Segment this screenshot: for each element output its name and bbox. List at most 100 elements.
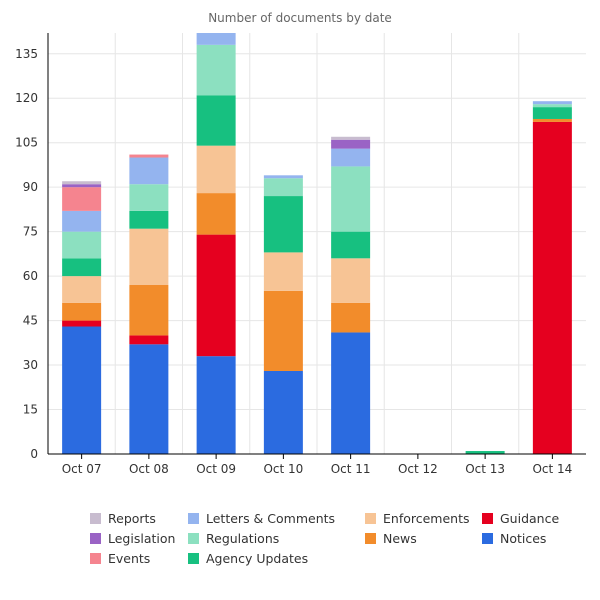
grid-lines (48, 33, 586, 454)
legend: Reports Letters & Comments Enforcements Gui… (90, 510, 560, 566)
bar-segment-enforcements[interactable] (129, 228, 169, 286)
legend-item-notices[interactable]: Notices (482, 530, 572, 546)
bar-segment-enforcements[interactable] (263, 252, 303, 291)
x-tick-label: Oct 11 (331, 462, 371, 476)
bar-segment-agency-updates[interactable] (129, 210, 169, 229)
bar-segment-agency-updates[interactable] (196, 95, 236, 146)
bar-segment-enforcements[interactable] (196, 145, 236, 194)
bar-segment-guidance[interactable] (532, 121, 572, 454)
y-tick-label: 105 (15, 136, 38, 150)
legend-item-legislation[interactable]: Legislation (90, 530, 188, 546)
bar-segment-notices[interactable] (196, 356, 236, 454)
bar-segment-news[interactable] (62, 302, 102, 321)
bar-segment-letters-comments[interactable] (532, 101, 572, 105)
legend-swatch (188, 552, 199, 564)
bar-segment-regulations[interactable] (532, 104, 572, 108)
bar-segment-letters-comments[interactable] (331, 148, 371, 167)
legend-swatch (188, 512, 199, 524)
x-tick-label: Oct 13 (465, 462, 505, 476)
x-tick-label: Oct 14 (532, 462, 572, 476)
legend-swatch (482, 532, 493, 544)
bar-segment-enforcements[interactable] (331, 258, 371, 303)
legend-item-enforcements[interactable]: Enforcements (365, 510, 482, 526)
legend-label: Notices (500, 530, 547, 546)
x-tick-label: Oct 12 (398, 462, 438, 476)
legend-item-events[interactable]: Events (90, 550, 188, 566)
legend-swatch (188, 532, 199, 544)
x-tick-label: Oct 07 (62, 462, 102, 476)
bar-segment-notices[interactable] (331, 332, 371, 454)
bar-segment-regulations[interactable] (196, 44, 236, 96)
bar-segment-legislation[interactable] (331, 139, 371, 149)
legend-swatch (90, 552, 101, 564)
legend-label: News (383, 530, 417, 546)
bar-segment-notices[interactable] (129, 344, 169, 454)
legend-item-letters-comments[interactable]: Letters & Comments (188, 510, 365, 526)
y-tick-label: 45 (23, 314, 38, 328)
y-tick-label: 90 (23, 180, 38, 194)
y-axis-ticks: 0 15 30 45 60 75 90 105 120 135 (15, 47, 38, 461)
bar-segment-guidance[interactable] (196, 234, 236, 357)
x-tick-label: Oct 08 (129, 462, 169, 476)
bar-segment-news[interactable] (196, 193, 236, 235)
bar-segment-letters-comments[interactable] (263, 175, 303, 179)
bars-group (62, 30, 572, 454)
bar-segment-letters-comments[interactable] (196, 30, 236, 45)
bar-segment-letters-comments[interactable] (129, 157, 169, 185)
bar-segment-regulations[interactable] (62, 231, 102, 259)
bar-segment-agency-updates[interactable] (62, 258, 102, 277)
x-axis-ticks: Oct 07 Oct 08 Oct 09 Oct 10 Oct 11 Oct 12 Oct … (62, 454, 572, 476)
legend-swatch (365, 512, 376, 524)
legend-label: Agency Updates (206, 550, 309, 566)
legend-label: Regulations (206, 530, 280, 546)
x-tick-label: Oct 10 (263, 462, 303, 476)
legend-item-agency-updates[interactable]: Agency Updates (188, 550, 365, 566)
bar-segment-agency-updates[interactable] (263, 196, 303, 253)
legend-label: Events (108, 550, 151, 566)
y-tick-label: 30 (23, 358, 38, 372)
bar-segment-events[interactable] (129, 154, 169, 158)
bar-segment-regulations[interactable] (129, 184, 169, 211)
y-tick-label: 60 (23, 269, 38, 283)
bar-segment-agency-updates[interactable] (532, 107, 572, 119)
bar-segment-legislation[interactable] (62, 184, 102, 188)
legend-swatch (90, 512, 101, 524)
legend-item-guidance[interactable]: Guidance (482, 510, 572, 526)
bar-segment-guidance[interactable] (129, 335, 169, 345)
y-tick-label: 15 (23, 403, 38, 417)
legend-label: Guidance (500, 510, 560, 526)
legend-swatch (482, 512, 493, 524)
legend-item-reports[interactable]: Reports (90, 510, 188, 526)
legend-label: Enforcements (383, 510, 470, 526)
bar-segment-letters-comments[interactable] (62, 210, 102, 232)
legend-label: Legislation (108, 530, 176, 546)
bar-segment-notices[interactable] (62, 326, 102, 454)
bar-segment-news[interactable] (532, 118, 572, 122)
bar-segment-enforcements[interactable] (62, 276, 102, 303)
bar-segment-agency-updates[interactable] (331, 231, 371, 259)
bar-segment-notices[interactable] (263, 370, 303, 454)
x-tick-label: Oct 09 (196, 462, 236, 476)
bar-segment-agency-updates[interactable] (465, 451, 505, 454)
bar-segment-news[interactable] (129, 285, 169, 336)
y-tick-label: 120 (15, 91, 38, 105)
y-tick-label: 0 (30, 447, 38, 461)
legend-label: Reports (108, 510, 156, 526)
axes (47, 33, 586, 455)
legend-item-news[interactable]: News (365, 530, 482, 546)
y-tick-label: 75 (23, 225, 38, 239)
legend-swatch (90, 532, 101, 544)
y-tick-label: 135 (15, 47, 38, 61)
bar-segment-reports[interactable] (331, 136, 371, 140)
legend-item-regulations[interactable]: Regulations (188, 530, 365, 546)
bar-segment-news[interactable] (263, 290, 303, 371)
legend-label: Letters & Comments (206, 510, 336, 526)
bar-segment-reports[interactable] (62, 181, 102, 185)
bar-segment-news[interactable] (331, 302, 371, 333)
bar-segment-guidance[interactable] (62, 320, 102, 327)
bar-segment-regulations[interactable] (331, 166, 371, 232)
bar-segment-events[interactable] (62, 187, 102, 211)
chart-title: Number of documents by date (208, 11, 392, 25)
bar-segment-regulations[interactable] (263, 178, 303, 197)
